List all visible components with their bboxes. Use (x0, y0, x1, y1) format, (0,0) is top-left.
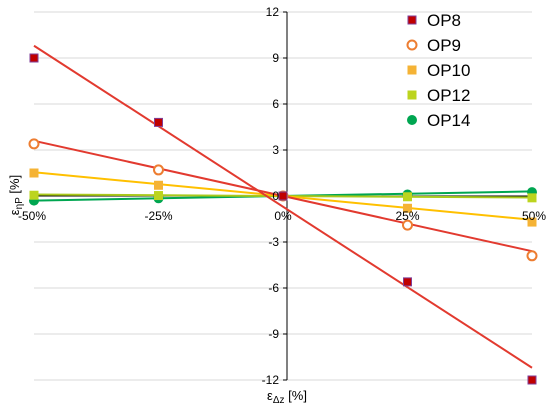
legend-label-op9: OP9 (427, 36, 461, 55)
point-op10-4 (527, 217, 537, 227)
point-op12-0 (29, 190, 39, 200)
point-op10-3 (403, 203, 412, 213)
legend-item-op12: OP12 (407, 86, 470, 105)
legend-item-op14: OP14 (407, 111, 470, 130)
y-axis-label: εηP [%] (7, 175, 25, 215)
legend-label-op8: OP8 (427, 11, 461, 30)
x-axis-label-sub: Δz (273, 395, 285, 406)
y-tick-label-1: 9 (272, 51, 279, 65)
x-tick-label-2: 0% (274, 209, 292, 223)
legend-marker-op10 (407, 65, 417, 75)
point-op8-1 (154, 117, 163, 127)
data-markers (28, 53, 538, 385)
y-tick-label-5: -3 (268, 235, 279, 249)
y-tick-label-0: 12 (266, 5, 280, 19)
point-op9-4 (526, 250, 538, 262)
y-axis-label-sub: ηP (14, 197, 25, 210)
x-tick-label-4: 50% (522, 209, 546, 223)
point-op8-2 (278, 191, 288, 201)
x-tick-label-1: -25% (144, 209, 172, 223)
y-tick-label-4: 0 (272, 189, 279, 203)
x-axis-label-unit: [%] (285, 388, 307, 403)
legend-marker-op9 (406, 39, 418, 51)
point-op9-3 (402, 219, 413, 231)
point-op10-0 (29, 168, 39, 178)
x-tick-label-0: -50% (18, 209, 46, 223)
x-tick-label-3: 25% (395, 209, 419, 223)
y-axis-label-main: ε (7, 209, 22, 215)
legend-marker-op12 (407, 90, 417, 100)
y-tick-label-3: 3 (272, 143, 279, 157)
y-tick-label-8: -12 (262, 373, 280, 387)
y-tick-label-6: -6 (268, 281, 279, 295)
point-op12-3 (403, 192, 412, 202)
legend-label-op10: OP10 (427, 61, 470, 80)
y-axis-label-unit: [%] (7, 175, 22, 197)
legend-item-op9: OP9 (406, 36, 461, 55)
legend-label-op12: OP12 (427, 86, 470, 105)
point-op9-0 (28, 138, 40, 150)
tick-labels: 12 9 6 3 0 -3 -6 -9 -12 -50% -25% 0% 25% 50% (18, 5, 546, 387)
trend-line-op8 (33, 44, 533, 369)
point-op8-3 (403, 277, 412, 287)
legend-label-op14: OP14 (427, 111, 470, 130)
y-tick-label-2: 6 (272, 97, 279, 111)
x-axis-label-main: ε (267, 388, 273, 403)
legend-marker-op8 (407, 15, 417, 25)
y-tick-label-7: -9 (268, 327, 279, 341)
legend: OP8 OP9 OP10 OP12 OP14 (406, 11, 470, 130)
point-op12-1 (154, 191, 163, 201)
legend-item-op10: OP10 (407, 61, 470, 80)
point-op8-4 (527, 375, 537, 385)
legend-item-op8: OP8 (407, 11, 461, 30)
point-op10-1 (154, 180, 163, 190)
point-op9-1 (153, 164, 164, 176)
legend-marker-op14 (407, 115, 417, 125)
x-axis-label: εΔz [%] (267, 388, 307, 406)
point-op8-0 (29, 53, 39, 63)
point-op12-4 (527, 193, 537, 203)
